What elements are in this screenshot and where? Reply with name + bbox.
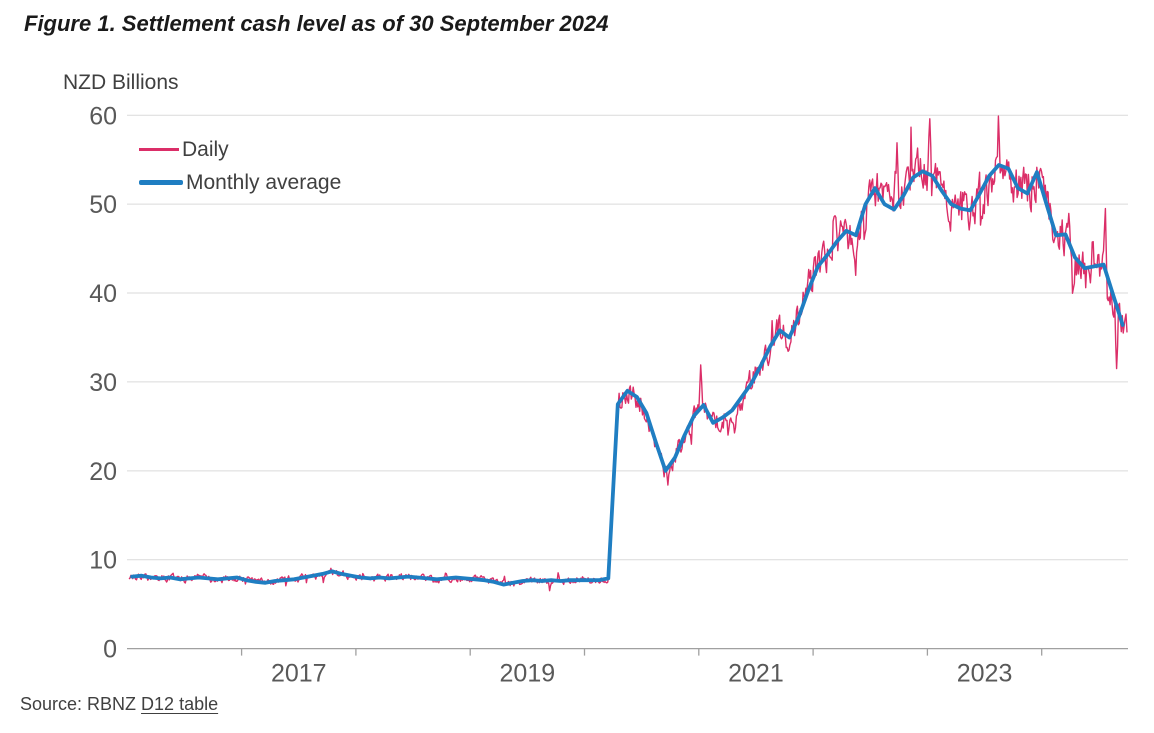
monthly-average-line-swatch (139, 180, 183, 185)
y-tick-label-30: 30 (89, 369, 117, 397)
figure-title: Figure 1. Settlement cash level as of 30… (24, 11, 609, 36)
y-tick-label-0: 0 (103, 636, 117, 664)
y-tick-label-10: 10 (89, 547, 117, 575)
legend-label-daily: Daily (182, 137, 229, 161)
source-link-d12-table[interactable]: D12 table (141, 694, 219, 714)
legend-item-monthly-average: Monthly average (139, 166, 341, 199)
source-prefix: Source: RBNZ (20, 694, 142, 714)
y-tick-label-40: 40 (89, 280, 117, 308)
x-tick-label-2017: 2017 (271, 660, 327, 688)
source-note: Source: RBNZ D12 table (20, 694, 218, 715)
monthly-average-series-line (130, 163, 1125, 587)
y-tick-label-60: 60 (89, 102, 117, 130)
daily-series-line (128, 115, 1128, 592)
x-tick-label-2023: 2023 (957, 660, 1013, 688)
daily-line-swatch (139, 148, 179, 151)
legend-label-monthly-average: Monthly average (186, 170, 342, 194)
legend: Daily Monthly average (139, 133, 341, 199)
y-axis-unit-label: NZD Billions (63, 71, 179, 94)
legend-item-daily: Daily (139, 133, 341, 166)
x-tick-label-2019: 2019 (500, 660, 556, 688)
x-tick-label-2021: 2021 (728, 660, 784, 688)
y-tick-label-20: 20 (89, 458, 117, 486)
y-tick-label-50: 50 (89, 191, 117, 219)
